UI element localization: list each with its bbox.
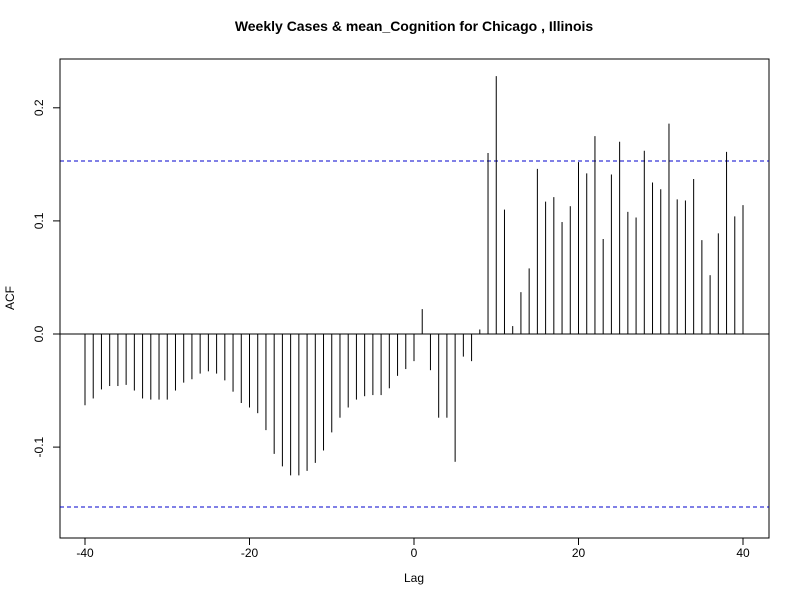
y-tick-label: -0.1: [32, 436, 46, 457]
acf-bars: [84, 76, 744, 476]
x-axis-label: Lag: [404, 571, 424, 585]
y-tick-label: 0.2: [32, 99, 46, 116]
confidence-bounds: [60, 160, 769, 508]
x-tick-label: 20: [572, 546, 586, 560]
plot-frame: [59, 58, 770, 539]
y-axis-label: ACF: [3, 286, 17, 310]
x-tick-label: 0: [411, 546, 418, 560]
chart-title: Weekly Cases & mean_Cognition for Chicag…: [235, 18, 594, 34]
x-tick-label: 40: [736, 546, 750, 560]
x-axis: -40 -20 0 20 40: [76, 537, 750, 560]
y-axis: -0.1 0.0 0.1 0.2: [32, 99, 61, 457]
y-tick-label: 0.1: [32, 212, 46, 229]
x-tick-label: -40: [76, 546, 94, 560]
x-tick-label: -20: [241, 546, 259, 560]
y-tick-label: 0.0: [32, 325, 46, 342]
